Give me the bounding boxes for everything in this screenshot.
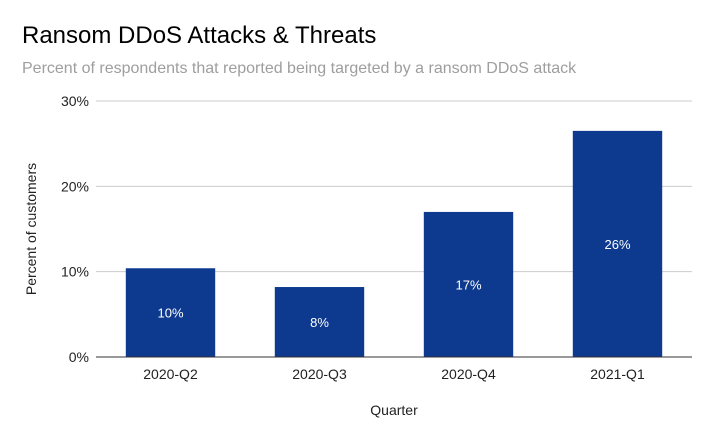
y-tick-labels: 0% 10% 20% 30%	[61, 93, 89, 365]
data-label: 8%	[310, 315, 329, 330]
y-tick-label: 20%	[61, 178, 89, 194]
x-tick-label: 2021-Q1	[590, 366, 645, 382]
bar-2020-q4	[423, 211, 514, 357]
bar-2020-q2	[125, 268, 216, 357]
bar-2021-q1	[572, 130, 663, 357]
x-tick-label: 2020-Q3	[292, 366, 347, 382]
x-tick-label: 2020-Q2	[143, 366, 198, 382]
data-labels: 10% 8% 17% 26%	[157, 237, 630, 330]
data-label: 10%	[157, 306, 183, 321]
x-axis-label: Quarter	[370, 402, 418, 418]
bar-2020-q3	[274, 287, 365, 357]
chart-title: Ransom DDoS Attacks & Threats	[22, 22, 377, 49]
y-tick-label: 30%	[61, 93, 89, 109]
y-tick-label: 0%	[69, 349, 89, 365]
bars	[125, 130, 663, 357]
x-tick-labels: 2020-Q2 2020-Q3 2020-Q4 2021-Q1	[143, 366, 645, 382]
data-label: 26%	[604, 237, 630, 252]
y-axis-label: Percent of customers	[23, 163, 39, 295]
x-tick-label: 2020-Q4	[441, 366, 496, 382]
y-tick-label: 10%	[61, 264, 89, 280]
chart-subtitle: Percent of respondents that reported bei…	[22, 60, 577, 77]
data-label: 17%	[455, 277, 481, 292]
